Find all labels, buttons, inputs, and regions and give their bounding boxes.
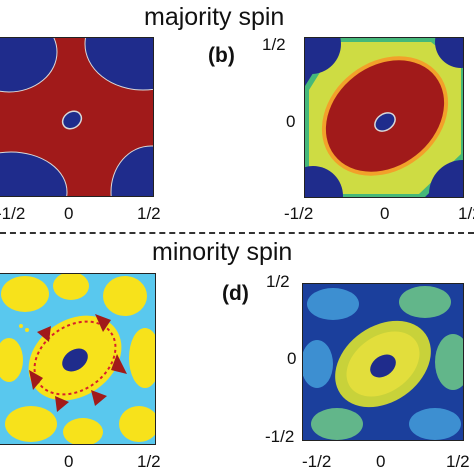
- panel-b-x-tick-1: -1/2: [284, 204, 314, 223]
- panel-d-x-tick-1: -1/2: [302, 452, 332, 471]
- panel-d-y-tick-3: -1/2: [265, 427, 295, 446]
- minority-spin-heading: minority spin: [152, 238, 293, 266]
- panel-a-x-tick-2: 0: [64, 204, 74, 223]
- panel-c-x-tick-2: 1/2: [137, 452, 161, 471]
- panel-b-y-tick-1: 1/2: [262, 35, 286, 54]
- panel-d-x-tick-3: 1/2: [446, 452, 470, 471]
- panel-d-fermi-map: [302, 283, 464, 441]
- panel-c-fermi-map: [0, 273, 156, 445]
- panel-a-x-tick-1: -1/2: [0, 204, 26, 223]
- panel-d-x-tick-2: 0: [376, 452, 386, 471]
- panel-d-y-tick-2: 0: [287, 349, 297, 368]
- panel-b-label: (b): [208, 44, 235, 67]
- panel-b-x-tick-2: 0: [380, 204, 390, 223]
- panel-b-x-tick-3: 1/2: [458, 204, 474, 223]
- panel-d-label: (d): [222, 282, 249, 305]
- panel-b-fermi-map: [304, 37, 464, 198]
- panel-b-y-tick-2: 0: [286, 112, 296, 131]
- panel-a-fermi-map: [0, 37, 154, 197]
- panel-d-y-tick-1: 1/2: [266, 272, 290, 291]
- section-divider: [0, 232, 474, 234]
- panel-a-x-tick-3: 1/2: [137, 204, 161, 223]
- majority-spin-heading: majority spin: [144, 3, 285, 31]
- panel-c-x-tick-1: 0: [64, 452, 74, 471]
